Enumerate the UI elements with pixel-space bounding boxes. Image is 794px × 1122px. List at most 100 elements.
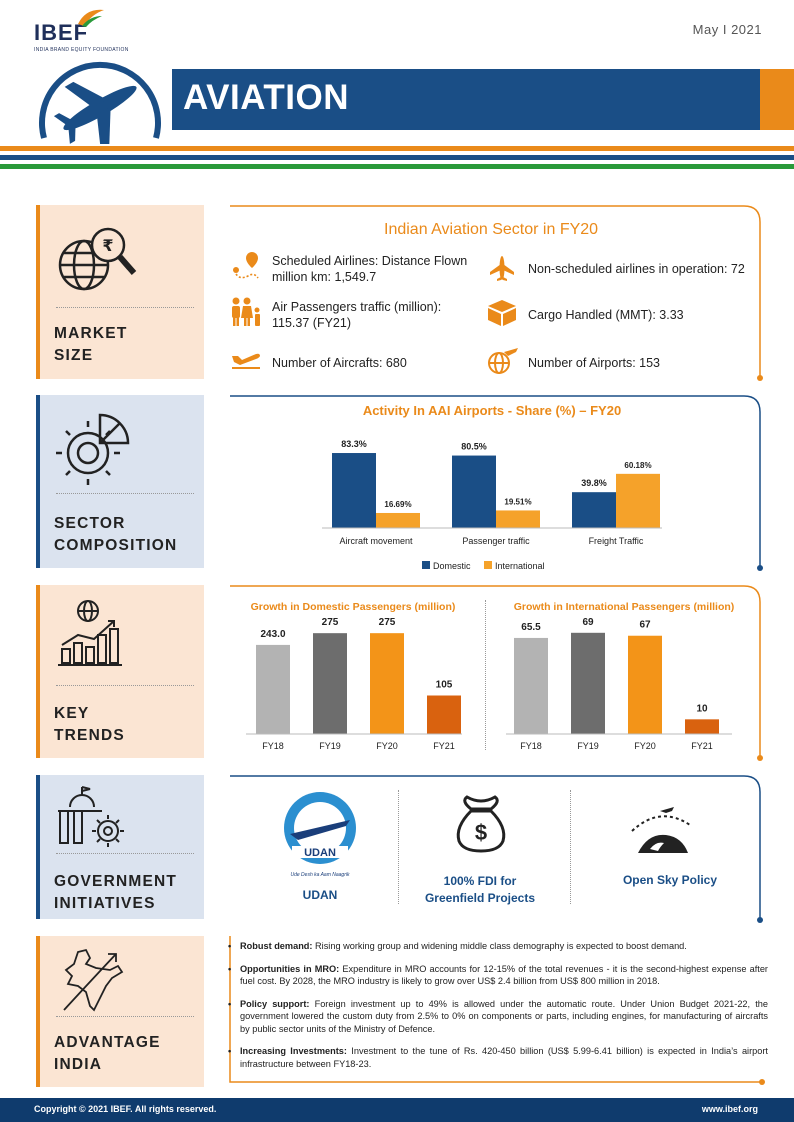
international-chart-title: Growth in International Passengers (mill… [514,601,735,613]
gov-divider-1 [398,790,399,904]
category-label: FY18 [262,741,284,751]
category-label: FY18 [520,741,542,751]
value-label: 275 [379,617,396,628]
advantage-text-2: Expenditure in MRO accounts for 12-15% o… [240,963,768,987]
aai-chart-title: Activity In AAI Airports - Share (%) – F… [363,403,621,418]
value-label: 275 [322,617,339,628]
stripe-blue [0,155,794,160]
bar-domestic-0 [332,453,376,528]
airplane-header-icon [39,61,161,144]
legend-international: International [495,561,545,571]
advantage-head-1: Robust demand: [240,941,313,951]
market-size-label-box: ₹ MARKET SIZE [36,205,204,379]
ms-passengers: Air Passengers traffic (million): 115.37… [272,300,442,330]
bar-international-0 [376,512,420,528]
value-label: 83.3% [341,439,367,449]
value-label: 69 [582,617,594,628]
open-sky-label: Open Sky Policy [622,873,718,887]
category-label: FY21 [433,741,455,751]
advantage-label-box: ADVANTAGE INDIA [36,936,204,1087]
udan-logo: UDAN Ude Desh ka Aam Naagrik [276,786,364,878]
ms-airports: Number of Airports: 153 [528,356,661,370]
growth-chart-icon [58,600,122,666]
logo-subtitle: INDIA BRAND EQUITY FOUNDATION [34,47,129,53]
website-link[interactable]: www.ibef.org [701,1104,758,1114]
bar-domestic-2 [572,492,616,528]
trends-label-box: KEY TRENDS [36,585,204,758]
value-label: 19.51% [504,497,531,506]
international-passengers-chart: Growth in International Passengers (mill… [506,601,735,751]
category-label: Aircraft movement [339,536,413,546]
advantage-list: • Robust demand: Rising working group an… [228,940,768,1070]
bar-fy21 [427,695,461,734]
legend-domestic: Domestic [433,561,471,571]
category-label: FY19 [319,741,341,751]
bar-international-1 [496,510,540,528]
udan-logo-text: UDAN [304,847,336,859]
value-label: 16.69% [384,500,411,509]
bar-fy18 [514,637,548,734]
fdi-label: 100% FDI for Greenfield Projects [410,873,550,907]
india-map-icon [63,948,124,1012]
trends-divider [485,600,486,750]
gov-label-1: GOVERNMENT [54,873,178,890]
passengers-icon [232,297,260,326]
stripe-green [0,164,794,169]
fdi-label-line-2: Greenfield Projects [424,891,536,905]
advantage-head-2: Opportunities in MRO: [240,963,340,974]
money-bag-icon: $ [456,795,506,853]
market-size-title: Indian Aviation Sector in FY20 [384,221,599,238]
gov-label-box: GOVERNMENT INITIATIVES [36,775,204,919]
bar-fy18 [256,644,290,734]
value-label: 10 [696,703,708,714]
date: May I 2021 [692,22,762,37]
trends-label-2: TRENDS [54,727,125,744]
legend-domestic-swatch [422,561,430,569]
category-label: FY21 [691,741,713,751]
value-label: 243.0 [260,629,285,640]
aai-share-chart: Activity In AAI Airports - Share (%) – F… [322,403,662,571]
category-label: FY20 [634,741,656,751]
value-label: 39.8% [581,478,607,488]
advantage-text-4: Investment to the tune of Rs. 420-450 bi… [240,1046,768,1069]
title-bar [172,69,766,130]
svg-text:₹: ₹ [102,238,113,255]
category-label: Freight Traffic [589,536,644,546]
stripe-orange [0,146,794,151]
advantage-item: • Policy support: Foreign investment up … [228,998,768,1034]
sector-label-1: SECTOR [54,515,126,532]
sector-label-box: SECTOR COMPOSITION [36,395,204,568]
title-accent [760,69,794,130]
advantage-head-4: Increasing Investments: [240,1046,347,1056]
ms-distance: Scheduled Airlines: Distance Flown milli… [272,254,468,284]
takeoff-icon [232,353,260,369]
bar-international-2 [616,473,660,528]
globe-magnifier-icon: ₹ [58,227,137,291]
category-label: Passenger traffic [462,536,530,546]
bar-fy20 [628,635,662,734]
footer [0,1098,794,1122]
page-title: AVIATION [183,78,350,117]
trends-label-1: KEY [54,705,90,722]
gear-chart-icon [56,413,130,485]
bar-fy19 [313,633,347,734]
advantage-item: • Opportunities in MRO: Expenditure in M… [228,963,768,987]
udan-label: UDAN [302,888,338,902]
bar-domestic-1 [452,455,496,528]
advantage-item: • Robust demand: Rising working group an… [228,941,687,951]
gov-label-2: INITIATIVES [54,895,156,912]
category-label: FY19 [577,741,599,751]
sector-label-2: COMPOSITION [54,537,178,554]
airplane-icon [490,256,514,281]
ms-nonscheduled: Non-scheduled airlines in operation: 72 [528,262,745,276]
bar-fy20 [370,633,404,734]
advantage-head-3: Policy support: [240,998,310,1009]
domestic-chart-title: Growth in Domestic Passengers (million) [251,601,456,613]
value-label: 60.18% [624,461,651,470]
ms-cargo: Cargo Handled (MMT): 3.33 [528,308,684,322]
bar-fy21 [685,719,719,734]
value-label: 105 [436,680,453,691]
market-label-2: SIZE [54,347,94,364]
value-label: 67 [639,620,651,631]
